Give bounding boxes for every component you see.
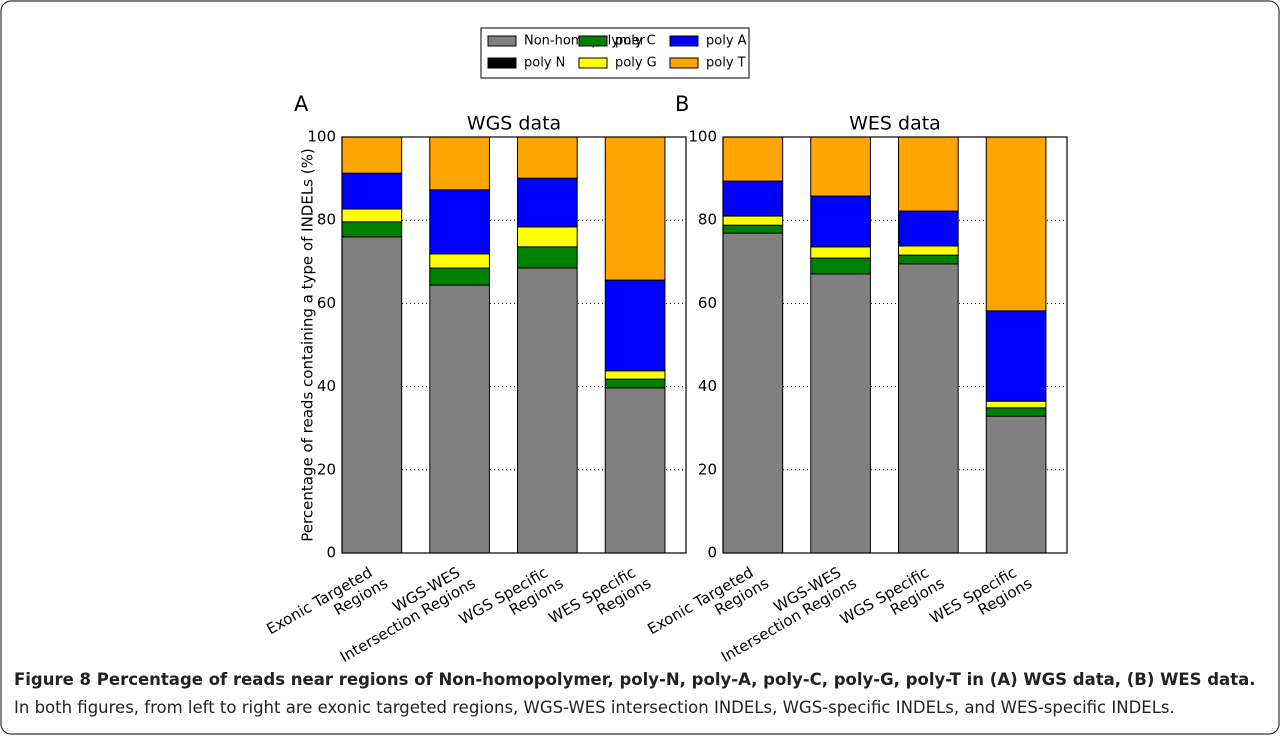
bar-segment	[604, 136, 666, 281]
bar-segment	[722, 180, 784, 217]
bar-segment	[604, 370, 666, 380]
bar-segment	[517, 267, 578, 554]
bar-segment	[341, 172, 403, 210]
legend-swatch	[669, 35, 699, 47]
y-tick-label: 40	[698, 377, 717, 395]
legend-swatch	[487, 57, 517, 69]
caption-text: In both figures, from left to right are …	[14, 698, 1175, 717]
bar-segment	[341, 208, 403, 223]
axes-frame	[341, 136, 687, 554]
bar-segment	[898, 254, 959, 265]
x-tick-label: WES SpecificRegions	[926, 559, 1035, 642]
legend-label: poly N	[524, 56, 565, 71]
bar-segment	[341, 236, 403, 554]
bar-segment	[604, 378, 666, 389]
bar-segment	[810, 257, 871, 275]
legend-swatch	[487, 35, 517, 47]
legend-box	[480, 27, 750, 79]
y-tick-label: 80	[698, 211, 717, 229]
bar-segment	[722, 215, 784, 226]
bar-segment	[810, 195, 871, 248]
legend-label: poly T	[706, 56, 746, 71]
bar-segment	[985, 310, 1047, 402]
bar-segment	[810, 246, 871, 259]
bar-segment	[517, 136, 578, 179]
bar-segment	[722, 136, 784, 182]
bar-segment	[429, 284, 490, 554]
bar-segment	[985, 407, 1047, 417]
y-axis-label: Percentage of reads containing a type of…	[299, 148, 317, 541]
y-tick-label: 100	[688, 128, 717, 146]
y-tick-label: 60	[698, 294, 717, 312]
bar-segment	[429, 253, 490, 269]
bar-segment	[985, 136, 1047, 312]
bar-segment	[898, 210, 959, 247]
x-tick-label: WES SpecificRegions	[545, 559, 654, 642]
legend-label: poly C	[615, 34, 656, 49]
axes-frame	[722, 136, 1068, 554]
y-tick-label: 0	[326, 544, 336, 562]
bar-segment	[810, 136, 871, 197]
bar-segment	[810, 273, 871, 554]
bar-segment	[722, 232, 784, 554]
bar-segment	[985, 400, 1047, 409]
legend-swatch	[669, 57, 699, 69]
bar-segment	[604, 279, 666, 372]
caption-title: Figure 8 Percentage of reads near region…	[14, 670, 1256, 689]
legend-swatch	[578, 57, 608, 69]
legend-label: poly G	[615, 56, 657, 71]
y-tick-label: 80	[317, 211, 336, 229]
bar-segment	[429, 136, 490, 191]
bar-segment	[898, 245, 959, 256]
x-tick-label: WGS SpecificRegions	[456, 559, 566, 643]
bar-segment	[517, 246, 578, 269]
bar-segment	[341, 136, 403, 174]
panel-label: A	[294, 92, 309, 116]
chart-title: WES data	[849, 113, 941, 135]
bar-segment	[341, 221, 403, 238]
legend-label: poly A	[706, 34, 747, 49]
bar-segment	[985, 415, 1047, 554]
legend-swatch	[578, 35, 608, 47]
bar-segment	[429, 189, 490, 255]
bar-segment	[898, 136, 959, 212]
bar-segment	[722, 224, 784, 234]
chart-title: WGS data	[467, 113, 561, 135]
y-tick-label: 0	[707, 544, 717, 562]
y-tick-label: 100	[307, 128, 336, 146]
bar-segment	[429, 267, 490, 286]
x-tick-label: WGS SpecificRegions	[837, 559, 947, 643]
y-tick-label: 20	[698, 460, 717, 478]
panel-label: B	[675, 92, 689, 116]
bar-segment	[604, 387, 666, 554]
bar-segment	[898, 263, 959, 554]
bar-segment	[517, 177, 578, 228]
y-tick-label: 60	[317, 294, 336, 312]
bar-segment	[517, 226, 578, 248]
y-tick-label: 40	[317, 377, 336, 395]
y-tick-label: 20	[317, 460, 336, 478]
